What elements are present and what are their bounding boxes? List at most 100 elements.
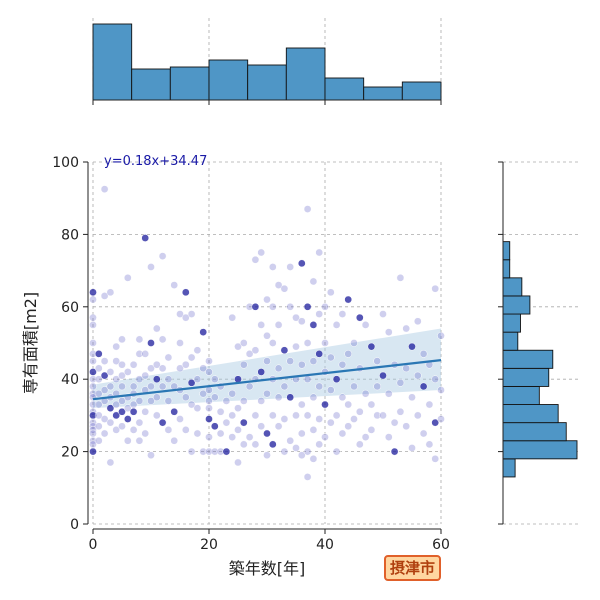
data-point [408,393,416,402]
right-hist-bar [502,367,550,387]
data-point [361,321,370,329]
data-point [210,375,219,384]
right-hist-bar [502,277,523,297]
data-point [321,302,329,311]
top-hist-bar [285,47,326,101]
data-point [315,415,324,423]
data-point [118,335,126,344]
data-point [338,429,347,438]
data-point [89,288,97,297]
data-point [118,397,126,405]
confidence-band [93,328,441,409]
data-point [303,302,312,311]
data-point [309,426,318,434]
data-point [367,400,376,409]
data-point [170,407,179,416]
x-tick-label: 20 [200,537,218,553]
data-point [205,433,213,441]
data-point [257,248,266,257]
data-point [158,335,167,344]
data-point [379,371,387,380]
data-point [257,422,266,431]
data-point [263,429,271,438]
right-hist-bar [502,404,559,424]
right-hist-bar [502,331,519,351]
data-point [147,263,155,271]
data-point [263,451,271,460]
right-hist-bar [502,458,516,478]
right-hist-bar [502,259,511,279]
data-point [297,259,306,268]
data-point [147,382,155,391]
data-point [280,382,289,391]
data-point [309,454,318,463]
data-point [100,429,109,438]
data-point [367,342,376,351]
data-point [135,375,144,384]
data-point [222,447,231,456]
data-point [413,371,422,380]
data-point [193,346,202,355]
data-point [373,411,382,420]
right-hist-bar [502,313,521,333]
data-point [205,397,213,405]
data-point [164,426,173,434]
data-point [234,404,242,413]
y-tick-label: 60 [61,300,79,316]
data-point [286,436,295,445]
y-tick-label: 100 [52,155,79,171]
data-point [193,429,202,438]
data-point [100,357,109,365]
data-point [292,411,300,420]
data-point [123,368,132,376]
data-point [94,375,103,384]
data-point [205,357,213,365]
data-point [326,386,335,394]
data-point [187,310,196,318]
data-point [390,418,399,427]
data-point [89,357,97,365]
data-point [106,288,115,297]
data-point [135,436,144,445]
right-hist-bar [502,385,540,405]
data-point [350,339,358,347]
data-point [199,364,208,373]
top-hist-bar [363,86,403,101]
y-tick-label: 20 [61,445,79,461]
data-point [384,328,393,336]
data-point [309,393,318,402]
data-point [326,418,335,427]
data-point [135,350,144,358]
data-point [419,382,428,391]
top-hist-bar [92,23,133,101]
data-point [147,339,155,347]
top-hist-bar [324,77,365,101]
data-point [263,295,271,304]
data-point [239,360,248,369]
regression-equation: y=0.18x+34.47 [104,154,207,169]
data-point [437,386,445,394]
data-point [205,415,213,423]
data-point [181,313,190,322]
data-point [181,393,190,402]
data-point [187,353,196,362]
data-point [263,331,271,340]
data-point [129,407,138,416]
x-tick-label: 40 [316,537,334,553]
data-point [164,375,173,384]
data-point [89,339,97,347]
data-point [326,353,335,362]
data-point [297,360,306,369]
y-tick-label: 0 [70,517,79,533]
data-point [245,382,254,391]
data-point [413,411,422,420]
data-point [344,400,353,409]
data-point [292,444,300,452]
data-point [100,386,109,394]
data-point [373,357,382,365]
data-point [408,444,416,452]
data-point [321,339,329,347]
data-point [158,418,167,427]
data-point [129,382,138,391]
data-point [251,346,260,355]
